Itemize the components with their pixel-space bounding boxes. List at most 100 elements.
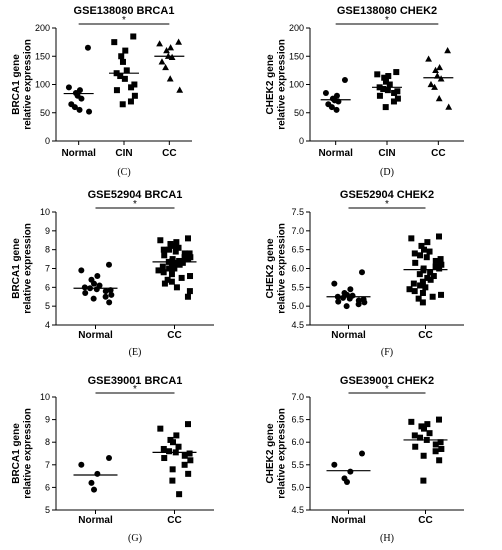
data-point [361,299,368,306]
data-point [427,80,435,88]
y-axis-label-line: CHEK2 gene [265,238,276,298]
chart-panel-2: GSE52904 BRCA1 BRCA1 generelative express… [11,189,214,358]
data-point [343,303,350,310]
data-point [427,269,434,276]
data-point [341,76,348,83]
data-point [412,259,419,266]
data-point [78,95,85,102]
data-point [186,250,193,257]
data-point [119,101,126,108]
data-point [412,443,419,450]
data-point [426,248,433,255]
y-tick-label: 0 [299,136,304,146]
y-axis-label-line: relative expression [277,39,288,130]
data-point [111,39,118,46]
data-point [374,71,381,78]
data-point [432,263,439,270]
data-point [184,421,191,428]
y-axis-label-line: relative expression [23,408,34,499]
data-point [427,276,434,283]
data-point [157,425,164,432]
data-point [113,87,120,94]
data-point [421,246,428,253]
data-point [432,448,439,455]
data-point [186,288,193,295]
data-point [86,108,93,115]
y-tick-label: 0 [45,136,50,146]
data-point [432,66,439,73]
significance-label: * [133,384,137,395]
data-point [175,443,182,450]
y-tick-label: 8 [45,245,50,255]
y-axis-label-line: CHEK2 gene [265,423,276,483]
data-point [102,293,109,300]
data-point [444,47,452,54]
y-tick-label: 6.0 [291,437,304,447]
y-tick-label: 150 [35,51,50,61]
data-point [181,452,188,459]
data-point [384,87,391,94]
data-point [347,468,354,475]
significance-label: * [133,199,137,210]
y-axis-label-line: BRCA1 gene [11,423,22,484]
y-tick-label: 4 [45,320,50,330]
data-point [436,457,443,464]
data-point [411,432,418,439]
data-point [127,98,134,105]
data-point [437,256,444,263]
data-point [168,53,176,60]
panel-label: (H) [380,533,394,544]
data-point [435,416,442,423]
data-point [422,284,429,291]
data-point [167,44,175,51]
data-point [94,470,101,477]
y-tick-label: 5.5 [291,282,304,292]
x-tick-label: Normal [78,330,113,341]
y-tick-label: 5 [45,505,50,515]
data-point [173,259,180,266]
data-point [358,269,365,276]
data-point [419,289,426,296]
y-axis-label: BRCA1 generelative expression [11,223,34,314]
data-point [168,271,175,278]
panel-label: (E) [129,347,142,358]
data-point [181,461,188,468]
data-point [393,69,400,76]
data-point [386,81,393,88]
data-point [181,254,188,261]
panel-label: (F) [381,347,393,358]
significance-label: * [385,384,389,395]
data-point [166,75,174,82]
y-tick-label: 7 [45,460,50,470]
data-point [335,298,342,305]
y-tick-label: 6.0 [291,264,304,274]
data-point [178,274,185,281]
data-point [417,434,424,441]
y-tick-label: 4.5 [291,320,304,330]
x-tick-label: CC [167,515,181,526]
data-point [420,477,427,484]
y-tick-label: 150 [289,51,304,61]
data-point [170,439,177,446]
data-point [420,452,427,459]
data-point [415,295,422,302]
y-axis-label: BRCA1 generelative expression [11,408,34,499]
data-point [394,88,401,95]
data-point [340,294,347,301]
data-point [435,233,442,240]
data-point [431,83,438,90]
chart-title: GSE138080 CHEK2 [337,5,437,17]
y-axis-label-line: relative expression [277,408,288,499]
chart-panel-4: GSE39001 BRCA1 BRCA1 generelative express… [11,375,214,544]
data-point [90,295,97,302]
y-tick-label: 6 [45,282,50,292]
data-point [347,286,354,293]
data-point [163,47,170,54]
data-point [187,273,194,280]
significance-label: * [385,15,389,26]
y-tick-label: 100 [35,80,50,90]
chart-panel-5: GSE39001 CHEK2 CHEK2 generelative express… [265,375,464,544]
data-point [105,261,112,268]
data-point [419,299,426,306]
data-point [169,257,176,264]
